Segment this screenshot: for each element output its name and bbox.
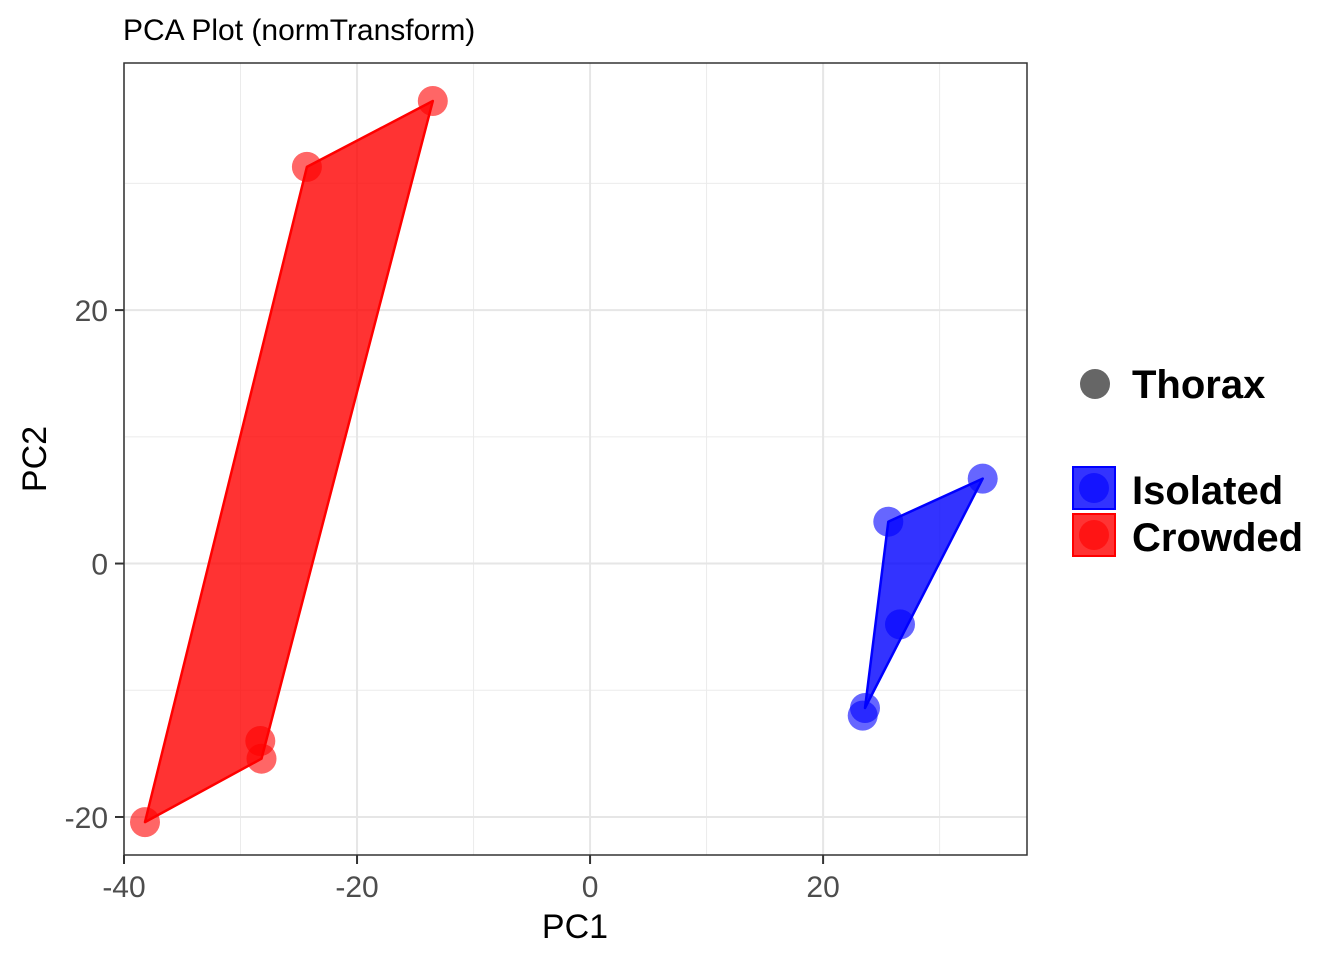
y-axis-ticks: -20 0 20 <box>65 295 124 835</box>
grid-minor <box>124 63 1027 855</box>
legend-key-isolated-point <box>1079 473 1109 503</box>
x-tick-label: 20 <box>806 871 839 904</box>
point-isolated <box>873 506 904 537</box>
data-points <box>130 86 998 838</box>
legend-key-crowded-point <box>1079 520 1109 550</box>
hull-isolated <box>863 477 984 710</box>
point-isolated <box>847 700 878 731</box>
y-tick-label: -20 <box>65 802 108 835</box>
legend-label-crowded: Crowded <box>1132 516 1303 560</box>
point-crowded <box>291 151 322 182</box>
y-tick-label: 20 <box>75 295 108 328</box>
x-tick-label: -20 <box>335 871 378 904</box>
legend: Thorax Isolated Crowded <box>1072 363 1303 560</box>
y-tick-label: 0 <box>91 549 108 582</box>
x-axis-ticks: -40 -20 0 20 <box>102 855 840 904</box>
point-crowded <box>246 743 277 774</box>
legend-label-isolated: Isolated <box>1132 469 1283 513</box>
legend-shape-key-thorax <box>1080 369 1110 399</box>
point-isolated <box>967 463 998 494</box>
y-axis-title: PC2 <box>16 426 54 492</box>
point-crowded <box>130 807 160 838</box>
chart-title: PCA Plot (normTransform) <box>123 14 475 47</box>
legend-label-thorax: Thorax <box>1132 363 1265 407</box>
x-tick-label: -40 <box>102 871 145 904</box>
x-tick-label: 0 <box>582 871 599 904</box>
plot-panel-border <box>123 62 1028 856</box>
x-axis-title: PC1 <box>542 908 608 946</box>
point-isolated <box>885 609 915 640</box>
point-crowded <box>417 86 448 116</box>
